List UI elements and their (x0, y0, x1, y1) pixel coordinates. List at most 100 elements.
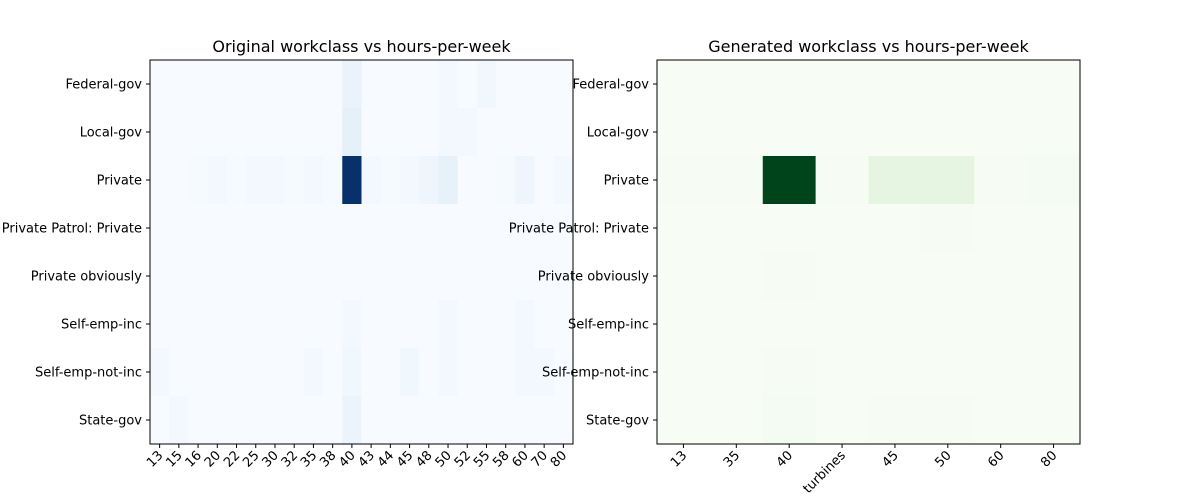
heatmap-cell (496, 348, 516, 397)
heatmap-cell (188, 252, 209, 301)
heatmap-cell (476, 252, 497, 301)
heatmap-cell (553, 300, 574, 349)
heatmap-cell (246, 300, 266, 349)
heatmap-cell (534, 396, 555, 445)
heatmap-cell (226, 348, 247, 397)
heatmap-cell (207, 156, 228, 205)
heatmap-cell (553, 348, 574, 397)
heatmap-cell (265, 108, 286, 157)
heatmap-cell (265, 300, 286, 349)
heatmap-cell (868, 348, 922, 397)
heatmap-cell (496, 300, 516, 349)
heatmap-cell (342, 348, 363, 397)
y-tick-label: Private obviously (31, 270, 143, 285)
heatmap-cell (169, 108, 190, 157)
heatmap-cell (534, 108, 555, 157)
heatmap-cell (284, 396, 305, 445)
y-tick-label: Self-emp-not-inc (542, 366, 649, 381)
heatmap-cell (342, 396, 363, 445)
heatmap-cell (1027, 252, 1081, 301)
heatmap-cell (303, 60, 324, 109)
heatmap-cell (342, 156, 363, 205)
heatmap-cell (265, 252, 286, 301)
heatmap-cell (150, 252, 170, 301)
x-tick-label: turbines (800, 448, 849, 497)
heatmap-cell (438, 300, 459, 349)
heatmap-cell (438, 108, 459, 157)
heatmap-cell (709, 348, 764, 397)
heatmap-cell (419, 252, 440, 301)
heatmap-cell (457, 204, 478, 253)
heatmap-cell (188, 396, 209, 445)
heatmap-cell (246, 348, 266, 397)
heatmap-cell (974, 60, 1028, 109)
heatmap-cell (868, 252, 922, 301)
heatmap-cell (709, 108, 764, 157)
heatmap-cell (361, 156, 382, 205)
heatmap-cell (207, 300, 228, 349)
heatmap-cell (361, 108, 382, 157)
heatmap-cell (284, 60, 305, 109)
heatmap-cell (762, 156, 817, 205)
heatmap-cell (921, 348, 975, 397)
heatmap-cell (399, 156, 420, 205)
heatmap-cell (657, 300, 711, 349)
heatmap-cell (399, 252, 420, 301)
heatmap-cell (361, 60, 382, 109)
heatmap-cell (496, 396, 516, 445)
heatmap-cell (657, 204, 711, 253)
heatmap-cell (284, 108, 305, 157)
heatmap-cell (419, 60, 440, 109)
heatmap-cell (150, 396, 170, 445)
heatmap-cell (815, 156, 870, 205)
heatmap-cell (657, 156, 711, 205)
heatmap-cell (150, 204, 170, 253)
heatmap-cell (438, 60, 459, 109)
heatmap-cell (169, 204, 190, 253)
heatmap-cell (476, 204, 497, 253)
heatmap-cell (265, 156, 286, 205)
heatmap-cell (303, 108, 324, 157)
heatmap-cell (323, 252, 343, 301)
heatmap-cell (476, 108, 497, 157)
heatmap-cell (207, 204, 228, 253)
y-tick-label: Local-gov (587, 126, 650, 141)
heatmap-cell (380, 252, 401, 301)
heatmap-cell (657, 348, 711, 397)
heatmap-cell (1027, 348, 1081, 397)
y-tick-label: State-gov (586, 414, 649, 429)
heatmap-cell (438, 204, 459, 253)
heatmap-cell (496, 60, 516, 109)
heatmap-cell (709, 252, 764, 301)
heatmap-cell (342, 108, 363, 157)
heatmap-cell (709, 300, 764, 349)
heatmap-cell (284, 204, 305, 253)
heatmap-cell (342, 60, 363, 109)
heatmap-cell (1027, 204, 1081, 253)
heatmap-cell (323, 204, 343, 253)
heatmap-cell (868, 396, 922, 445)
x-tick-label: 35 (721, 448, 743, 470)
heatmap-cell (709, 204, 764, 253)
heatmap-cell (515, 108, 536, 157)
heatmap-cell (457, 252, 478, 301)
heatmap-cell (169, 396, 190, 445)
heatmap-cell (188, 204, 209, 253)
heatmap-cell (515, 348, 536, 397)
heatmap-cell (188, 300, 209, 349)
heatmap-cell (457, 108, 478, 157)
x-tick-label: 80 (1038, 448, 1060, 470)
heatmap-cell (553, 156, 574, 205)
heatmap-cell (284, 156, 305, 205)
heatmap-original: Original workclass vs hours-per-week Fed… (2, 37, 574, 471)
heatmap-cell (246, 156, 266, 205)
heatmap-cell (207, 396, 228, 445)
y-tick-label: Self-emp-inc (61, 318, 142, 333)
heatmap-cell (457, 396, 478, 445)
heatmap-cell (921, 156, 975, 205)
heatmap-cell (246, 252, 266, 301)
heatmap-cell (815, 300, 870, 349)
heatmap-cell (534, 156, 555, 205)
heatmap-cell (657, 108, 711, 157)
